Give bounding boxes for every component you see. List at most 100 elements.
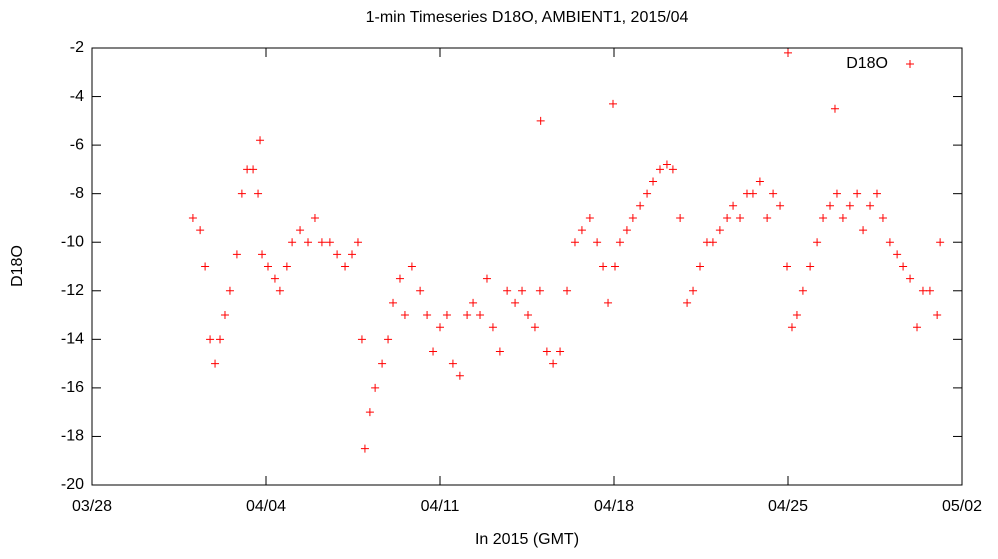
data-point: [436, 323, 444, 332]
data-point: [263, 262, 272, 271]
data-point: [256, 136, 265, 145]
data-point: [655, 165, 664, 174]
data-point: [371, 383, 380, 392]
data-point: [593, 238, 602, 247]
data-point: [792, 311, 801, 320]
data-point: [662, 160, 671, 169]
data-point: [188, 213, 197, 222]
y-tick-label: -4: [70, 88, 84, 105]
data-point: [503, 286, 512, 295]
data-point: [206, 335, 215, 344]
data-point: [495, 347, 504, 356]
legend-label: D18O: [846, 55, 888, 72]
x-tick-label: 04/11: [421, 498, 460, 515]
data-point: [442, 311, 451, 320]
data-point: [511, 298, 520, 307]
data-point: [830, 104, 839, 113]
data-point: [604, 298, 613, 307]
data-point: [636, 201, 645, 210]
data-point: [384, 335, 393, 344]
data-point: [853, 189, 862, 198]
data-point: [668, 165, 677, 174]
data-point: [610, 262, 619, 271]
data-point: [787, 323, 796, 332]
x-axis-label: In 2015 (GMT): [475, 531, 579, 548]
data-point: [317, 238, 326, 247]
data-point: [643, 189, 652, 198]
data-point: [769, 189, 778, 198]
data-point: [400, 311, 409, 320]
y-tick-label: -6: [70, 136, 84, 153]
data-point: [696, 262, 705, 271]
data-point: [275, 286, 284, 295]
data-point: [360, 444, 369, 453]
data-point: [585, 213, 594, 222]
data-point: [429, 347, 438, 356]
chart-title: 1-min Timeseries D18O, AMBIENT1, 2015/04: [366, 9, 689, 26]
data-point: [570, 238, 579, 247]
data-point: [282, 262, 291, 271]
data-point: [476, 311, 485, 320]
data-point: [225, 286, 234, 295]
data-point: [628, 213, 637, 222]
data-point: [348, 250, 357, 259]
data-point: [899, 262, 908, 271]
y-tick-label: -2: [70, 39, 84, 56]
data-point: [826, 201, 835, 210]
data-point: [763, 213, 772, 222]
data-point: [577, 226, 586, 235]
data-point: [488, 323, 497, 332]
data-point: [258, 250, 267, 259]
data-point: [729, 201, 738, 210]
data-point: [859, 226, 868, 235]
data-point: [542, 347, 551, 356]
data-point: [389, 298, 398, 307]
data-point: [906, 274, 915, 283]
x-tick-label: 05/02: [942, 498, 982, 515]
y-tick-label: -10: [61, 233, 84, 250]
legend-marker: [906, 60, 914, 68]
data-point: [353, 238, 362, 247]
data-point: [925, 286, 934, 295]
x-tick-label: 04/25: [768, 498, 808, 515]
y-tick-label: -16: [61, 379, 84, 396]
data-point: [288, 238, 297, 247]
plot-frame: [91, 47, 963, 486]
data-point: [936, 238, 945, 247]
y-axis-label: D18O: [9, 245, 26, 287]
data-point: [748, 189, 757, 198]
data-point: [736, 213, 745, 222]
data-point: [609, 99, 618, 108]
data-point: [885, 238, 894, 247]
data-point: [325, 238, 334, 247]
data-point: [933, 311, 942, 320]
data-point: [455, 371, 464, 380]
data-point: [365, 408, 374, 417]
data-point: [530, 323, 539, 332]
data-point: [676, 213, 685, 222]
y-tick-label: -20: [61, 476, 84, 493]
data-point: [556, 347, 565, 356]
data-point: [878, 213, 887, 222]
data-point: [395, 274, 404, 283]
data-point: [523, 311, 532, 320]
data-point: [220, 311, 229, 320]
data-point: [755, 177, 764, 186]
data-point: [518, 286, 527, 295]
data-point: [615, 238, 624, 247]
data-point: [296, 226, 305, 235]
data-point: [708, 238, 717, 247]
data-point: [310, 213, 319, 222]
data-point: [378, 359, 387, 368]
data-point: [918, 286, 927, 295]
data-point: [622, 226, 631, 235]
x-tick-label: 03/28: [72, 498, 112, 515]
data-point: [536, 116, 545, 125]
x-tick-label: 04/04: [246, 498, 286, 515]
data-point: [333, 250, 342, 259]
data-point: [407, 262, 416, 271]
data-point: [416, 286, 425, 295]
data-point: [845, 201, 854, 210]
data-point: [463, 311, 472, 320]
data-point: [832, 189, 841, 198]
